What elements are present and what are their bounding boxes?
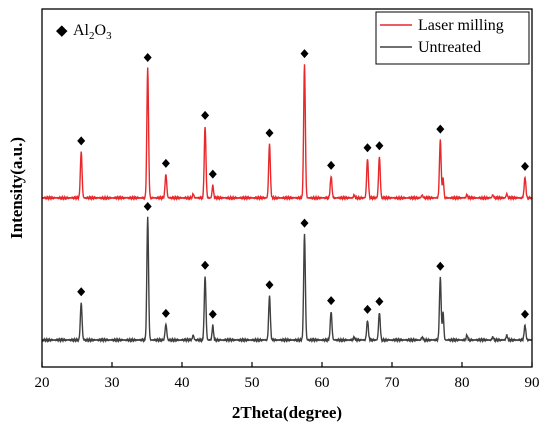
legend-label-laser-milling: Laser milling — [418, 17, 504, 34]
x-tick-label: 60 — [315, 375, 330, 391]
x-tick-label: 80 — [455, 375, 470, 391]
marker-legend-label: Al2O3 — [73, 22, 112, 42]
peak-marker-diamond — [363, 143, 372, 153]
peak-markers — [77, 49, 529, 319]
peak-marker-diamond — [77, 287, 86, 297]
peak-marker-diamond — [375, 141, 384, 151]
peak-marker-diamond — [300, 49, 309, 59]
peak-marker-diamond — [265, 280, 274, 290]
series-legend: Laser milling Untreated — [375, 11, 530, 65]
series-line-untreated — [41, 216, 533, 344]
x-tick-label: 90 — [525, 375, 540, 391]
peak-marker-diamond — [161, 308, 170, 318]
peak-marker-diamond — [201, 260, 210, 270]
peak-marker-diamond — [208, 309, 217, 319]
peak-marker-diamond — [201, 110, 210, 120]
y-axis-label: Intensity(a.u.) — [7, 137, 26, 239]
series-traces — [41, 64, 533, 344]
peak-marker-diamond — [161, 158, 170, 168]
peak-marker-diamond — [436, 261, 445, 271]
x-tick-label: 70 — [385, 375, 400, 391]
peak-marker-diamond — [143, 202, 152, 211]
x-tick-label: 40 — [175, 375, 190, 391]
x-tick-label: 20 — [35, 375, 50, 391]
peak-marker-diamond — [375, 297, 384, 307]
x-tick-label: 30 — [105, 375, 120, 391]
peak-marker-diamond — [208, 169, 217, 179]
peak-marker-diamond — [300, 218, 309, 228]
x-axis-label: 2Theta(degree) — [232, 403, 342, 422]
x-tick-label: 50 — [245, 375, 260, 391]
series-line-laser-milling — [41, 64, 533, 202]
peak-marker-diamond — [363, 304, 372, 314]
legend-label-untreated: Untreated — [418, 39, 481, 56]
peak-marker-diamond — [327, 160, 336, 170]
peak-marker-diamond — [436, 124, 445, 134]
peak-marker-diamond — [265, 128, 274, 138]
plot-frame — [41, 8, 533, 368]
diamond-marker-icon: ◆ — [56, 23, 68, 39]
peak-marker-diamond — [521, 309, 529, 319]
marker-legend: ◆ Al2O3 — [56, 22, 112, 42]
peak-marker-diamond — [521, 161, 529, 171]
peak-marker-diamond — [77, 136, 86, 146]
peak-marker-diamond — [327, 296, 336, 306]
peak-marker-diamond — [143, 53, 152, 63]
legend-box — [375, 11, 530, 65]
x-axis-ticks: 20 30 40 50 60 70 80 90 — [35, 362, 540, 391]
